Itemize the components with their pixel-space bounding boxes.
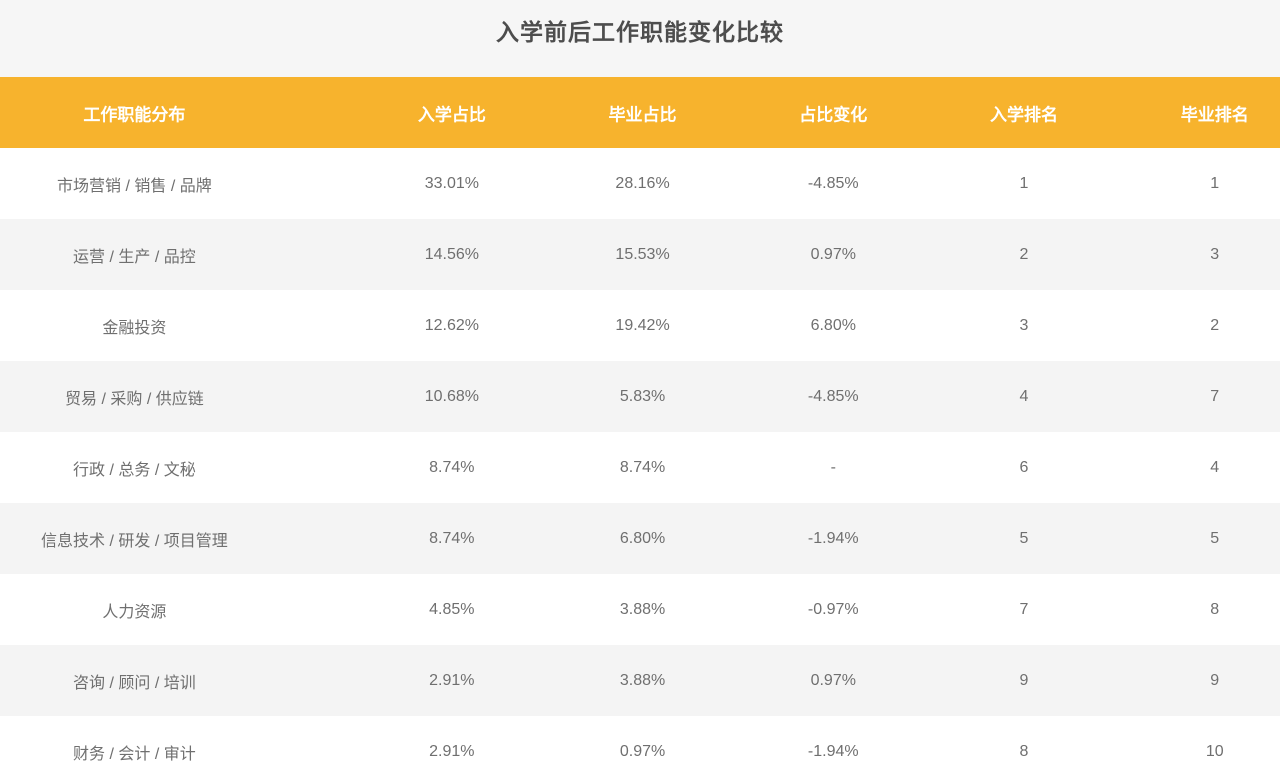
table-row: 贸易 / 采购 / 供应链 10.68% 5.83% -4.85% 4 7 xyxy=(0,361,1280,432)
title-bar: 入学前后工作职能变化比较 xyxy=(0,0,1280,77)
cell-graduation-share: 0.97% xyxy=(619,742,666,760)
cell-graduation-rank: 3 xyxy=(1210,245,1220,263)
cell-share-change: -0.97% xyxy=(807,600,859,618)
cell-share-change: -4.85% xyxy=(807,387,859,405)
cell-graduation-share: 15.53% xyxy=(615,245,670,263)
cell-function-name: 行政 / 总务 / 文秘 xyxy=(73,461,196,479)
col-header-graduation-rank: 毕业排名 xyxy=(1180,105,1249,124)
cell-function-name: 财务 / 会计 / 审计 xyxy=(73,745,196,763)
cell-function-name: 咨询 / 顾问 / 培训 xyxy=(73,674,196,692)
cell-graduation-rank: 9 xyxy=(1210,671,1220,689)
cell-enrollment-share: 2.91% xyxy=(429,742,475,760)
cell-enrollment-rank: 9 xyxy=(1019,671,1029,689)
cell-graduation-share: 3.88% xyxy=(619,671,666,689)
cell-graduation-share: 19.42% xyxy=(615,316,670,334)
page-title: 入学前后工作职能变化比较 xyxy=(496,19,784,45)
cell-enrollment-rank: 7 xyxy=(1019,600,1029,618)
cell-function-name: 贸易 / 采购 / 供应链 xyxy=(65,390,204,408)
cell-enrollment-rank: 8 xyxy=(1019,742,1029,760)
cell-enrollment-rank: 4 xyxy=(1019,387,1029,405)
cell-graduation-rank: 5 xyxy=(1210,529,1220,547)
col-header-enrollment-share: 入学占比 xyxy=(417,105,486,124)
cell-graduation-rank: 2 xyxy=(1210,316,1220,334)
col-header-function-distribution: 工作职能分布 xyxy=(83,105,186,124)
table-row: 市场营销 / 销售 / 品牌 33.01% 28.16% -4.85% 1 1 xyxy=(0,148,1280,219)
cell-enrollment-rank: 1 xyxy=(1019,174,1029,192)
cell-graduation-share: 5.83% xyxy=(619,387,666,405)
cell-share-change: -4.85% xyxy=(807,174,859,192)
cell-function-name: 人力资源 xyxy=(102,603,167,621)
cell-enrollment-share: 33.01% xyxy=(424,174,479,192)
cell-function-name: 金融投资 xyxy=(102,319,167,337)
cell-share-change: - xyxy=(830,458,836,476)
col-header-share-change: 占比变化 xyxy=(799,105,868,124)
table-body: 市场营销 / 销售 / 品牌 33.01% 28.16% -4.85% 1 1 … xyxy=(0,148,1280,782)
cell-enrollment-share: 8.74% xyxy=(429,529,475,547)
cell-enrollment-rank: 5 xyxy=(1019,529,1029,547)
cell-enrollment-rank: 6 xyxy=(1019,458,1029,476)
cell-share-change: -1.94% xyxy=(807,742,859,760)
cell-graduation-share: 28.16% xyxy=(615,174,670,192)
cell-graduation-share: 3.88% xyxy=(619,600,666,618)
cell-graduation-share: 6.80% xyxy=(619,529,666,547)
cell-enrollment-share: 2.91% xyxy=(429,671,475,689)
cell-function-name: 市场营销 / 销售 / 品牌 xyxy=(57,177,212,195)
cell-share-change: -1.94% xyxy=(807,529,859,547)
table-row: 咨询 / 顾问 / 培训 2.91% 3.88% 0.97% 9 9 xyxy=(0,645,1280,716)
cell-enrollment-rank: 2 xyxy=(1019,245,1029,263)
table-row: 信息技术 / 研发 / 项目管理 8.74% 6.80% -1.94% 5 5 xyxy=(0,503,1280,574)
cell-enrollment-rank: 3 xyxy=(1019,316,1029,334)
cell-enrollment-share: 14.56% xyxy=(424,245,479,263)
cell-enrollment-share: 12.62% xyxy=(424,316,479,334)
table-row: 财务 / 会计 / 审计 2.91% 0.97% -1.94% 8 10 xyxy=(0,716,1280,782)
col-header-enrollment-rank: 入学排名 xyxy=(990,105,1058,124)
cell-graduation-rank: 1 xyxy=(1210,174,1220,192)
cell-graduation-share: 8.74% xyxy=(619,458,666,476)
cell-graduation-rank: 4 xyxy=(1210,458,1220,476)
table-header-row: 工作职能分布 入学占比 毕业占比 占比变化 入学排名 毕业排名 xyxy=(0,77,1280,148)
cell-share-change: 6.80% xyxy=(810,316,856,334)
cell-enrollment-share: 8.74% xyxy=(429,458,475,476)
table-row: 行政 / 总务 / 文秘 8.74% 8.74% - 6 4 xyxy=(0,432,1280,503)
cell-graduation-rank: 10 xyxy=(1205,742,1224,760)
table-row: 人力资源 4.85% 3.88% -0.97% 7 8 xyxy=(0,574,1280,645)
job-function-comparison-table: 工作职能分布 入学占比 毕业占比 占比变化 入学排名 毕业排名 市场营销 / 销… xyxy=(0,77,1280,782)
col-header-graduation-share: 毕业占比 xyxy=(608,105,677,124)
cell-enrollment-share: 10.68% xyxy=(424,387,479,405)
cell-share-change: 0.97% xyxy=(810,671,856,689)
cell-function-name: 运营 / 生产 / 品控 xyxy=(73,248,196,266)
cell-graduation-rank: 8 xyxy=(1210,600,1220,618)
cell-enrollment-share: 4.85% xyxy=(429,600,475,618)
table-row: 运营 / 生产 / 品控 14.56% 15.53% 0.97% 2 3 xyxy=(0,219,1280,290)
table-row: 金融投资 12.62% 19.42% 6.80% 3 2 xyxy=(0,290,1280,361)
cell-graduation-rank: 7 xyxy=(1210,387,1220,405)
cell-function-name: 信息技术 / 研发 / 项目管理 xyxy=(41,532,228,550)
cell-share-change: 0.97% xyxy=(810,245,856,263)
